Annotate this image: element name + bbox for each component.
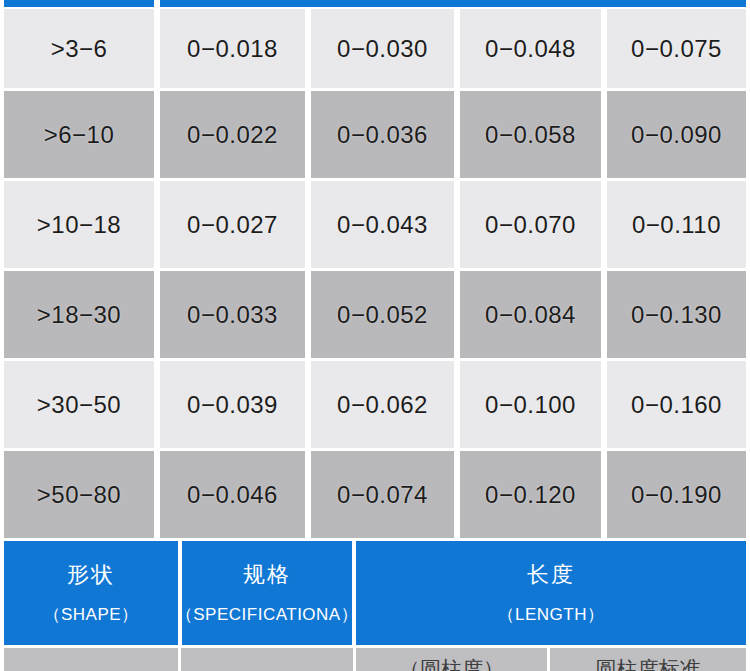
tolerance-cell: 0−0.018 — [160, 9, 305, 88]
tolerance-cell: 0−0.036 — [311, 91, 454, 178]
tolerance-cell: 0−0.100 — [460, 361, 601, 448]
clipped-cell — [4, 648, 178, 671]
spec-table-header: 形状 （SHAPE） 规格 （SPECIFICATIONA） 长度 （LENGT… — [0, 541, 750, 645]
range-cell: >18−30 — [4, 271, 154, 358]
clipped-cell — [181, 648, 353, 671]
range-cell: >3−6 — [4, 9, 154, 88]
header-length-zh: 长度 — [527, 560, 575, 590]
tolerance-cell: 0−0.090 — [607, 91, 746, 178]
range-cell: >30−50 — [4, 361, 154, 448]
tolerance-cell: 0−0.033 — [160, 271, 305, 358]
tolerance-cell: 0−0.074 — [311, 451, 454, 538]
tolerance-cell: 0−0.070 — [460, 181, 601, 268]
range-cell: >10−18 — [4, 181, 154, 268]
header-shape-zh: 形状 — [67, 560, 115, 590]
clipped-top-header-strip — [0, 0, 750, 7]
tolerance-cell: 0−0.052 — [311, 271, 454, 358]
tolerance-cell: 0−0.030 — [311, 9, 454, 88]
clipped-bottom-row: （圆柱度） 圆柱度标准 — [0, 648, 750, 671]
spec-sheet-page: >3−60−0.0180−0.0300−0.0480−0.075>6−100−0… — [0, 0, 750, 671]
tolerance-table: >3−60−0.0180−0.0300−0.0480−0.075>6−100−0… — [0, 9, 750, 538]
range-cell: >6−10 — [4, 91, 154, 178]
tolerance-cell: 0−0.046 — [160, 451, 305, 538]
tolerance-cell: 0−0.160 — [607, 361, 746, 448]
table-row: >3−60−0.0180−0.0300−0.0480−0.075 — [4, 9, 746, 88]
table-row: >10−180−0.0270−0.0430−0.0700−0.110 — [4, 181, 746, 268]
tolerance-cell: 0−0.058 — [460, 91, 601, 178]
tolerance-cell: 0−0.084 — [460, 271, 601, 358]
tolerance-cell: 0−0.120 — [460, 451, 601, 538]
tolerance-cell: 0−0.190 — [607, 451, 746, 538]
table-row: >18−300−0.0330−0.0520−0.0840−0.130 — [4, 271, 746, 358]
tolerance-cell: 0−0.062 — [311, 361, 454, 448]
header-cell-length: 长度 （LENGTH） — [356, 541, 746, 645]
table-row: >50−800−0.0460−0.0740−0.1200−0.190 — [4, 451, 746, 538]
table-row: >30−500−0.0390−0.0620−0.1000−0.160 — [4, 361, 746, 448]
tolerance-cell: 0−0.043 — [311, 181, 454, 268]
top-strip-segment-right — [160, 0, 746, 7]
header-specification-en: （SPECIFICATIONA） — [176, 603, 358, 626]
tolerance-cell: 0−0.039 — [160, 361, 305, 448]
range-cell: >50−80 — [4, 451, 154, 538]
tolerance-cell: 0−0.048 — [460, 9, 601, 88]
table-row: >6−100−0.0220−0.0360−0.0580−0.090 — [4, 91, 746, 178]
header-cell-specification: 规格 （SPECIFICATIONA） — [182, 541, 352, 645]
top-strip-segment-left — [4, 0, 154, 7]
clipped-cell: （圆柱度） — [356, 648, 547, 671]
clipped-cell-text: 圆柱度标准 — [596, 648, 701, 671]
tolerance-cell: 0−0.027 — [160, 181, 305, 268]
header-length-en: （LENGTH） — [498, 603, 605, 626]
clipped-cell: 圆柱度标准 — [550, 648, 746, 671]
tolerance-cell: 0−0.130 — [607, 271, 746, 358]
tolerance-cell: 0−0.022 — [160, 91, 305, 178]
tolerance-cell: 0−0.075 — [607, 9, 746, 88]
clipped-cell-text: （圆柱度） — [399, 648, 504, 671]
header-cell-shape: 形状 （SHAPE） — [4, 541, 178, 645]
tolerance-cell: 0−0.110 — [607, 181, 746, 268]
header-specification-zh: 规格 — [243, 560, 291, 590]
header-shape-en: （SHAPE） — [43, 603, 138, 626]
